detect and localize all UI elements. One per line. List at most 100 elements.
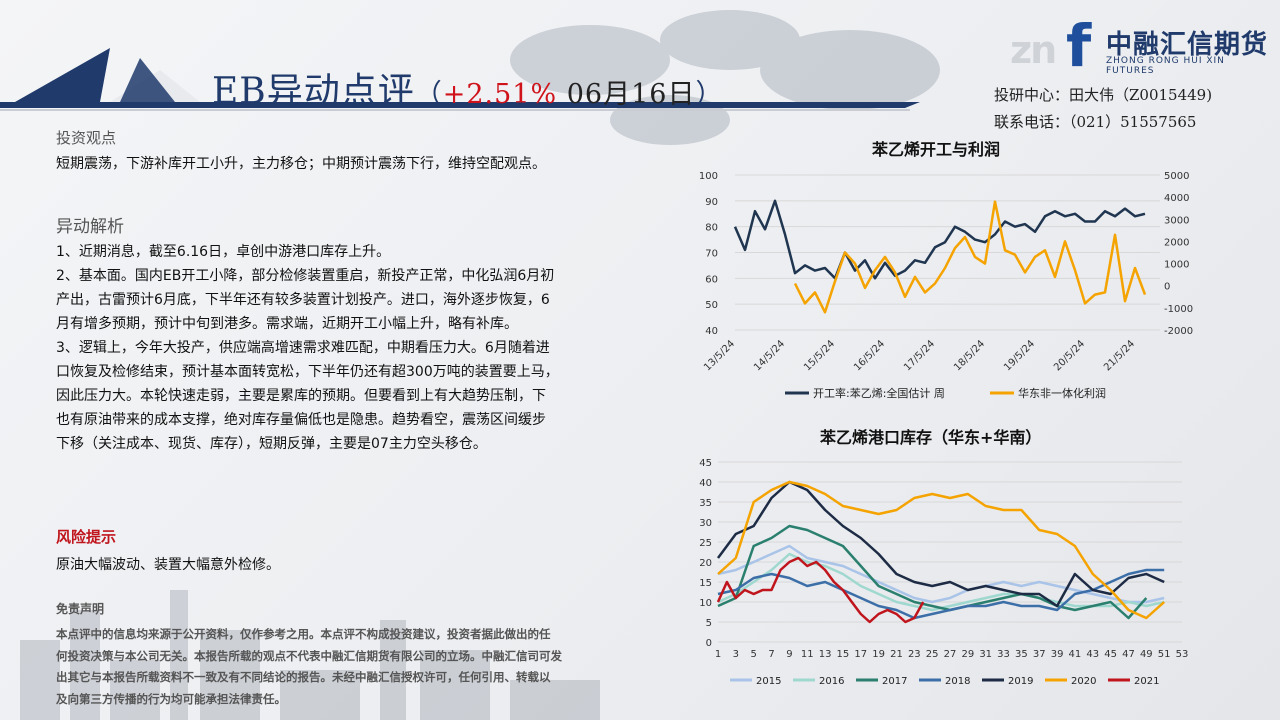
x-tick-label: 19	[872, 649, 885, 660]
y-tick-label: 5	[706, 618, 712, 629]
y-left-tick-label: 50	[705, 300, 718, 311]
legend-label: 2020	[1071, 676, 1096, 687]
y-tick-label: 40	[699, 478, 712, 489]
title-date: 06月16日	[557, 79, 696, 110]
disclaimer-line: 何投资决策与本公司无关。本报告所载的观点不代表中融汇信期货有限公司的立场。中融汇…	[56, 648, 562, 663]
legend-label: 2016	[819, 676, 844, 687]
x-tick-label: 15/5/24	[802, 338, 837, 373]
y-right-tick-label: 3000	[1164, 215, 1189, 226]
x-tick-label: 49	[1140, 649, 1153, 660]
x-tick-label: 23	[908, 649, 921, 660]
chart-operating-rate-profit: 40 50 60 70 80 90 100 -2000 -1000 0 1000 2000 3000 40…	[699, 171, 1193, 400]
logo-mark: zn	[1010, 28, 1057, 72]
contact-phone: 联系电话：（021）51557565	[994, 113, 1197, 131]
y-left-tick-label: 70	[705, 249, 718, 260]
x-tick-label: 16/5/24	[852, 338, 887, 373]
risk-heading: 风险提示	[56, 528, 117, 546]
analysis-line: 2、基本面。国内EB开工小降，部分检修装置重启，新投产正常，中化弘润6月初	[56, 268, 555, 284]
disclaimer-line: 及向第三方传播的行为均可能承担法律责任。	[56, 691, 286, 706]
series-line-2	[793, 200, 1147, 314]
x-tick-label: 21/5/24	[1102, 338, 1137, 373]
x-tick-label: 29	[961, 649, 974, 660]
x-tick-label: 51	[1158, 649, 1171, 660]
y-tick-label: 15	[699, 578, 712, 589]
x-tick-label: 3	[733, 649, 739, 660]
series-line-1	[733, 199, 1146, 280]
analysis-line: 产出，古雷预计6月底，下半年还有较多装置计划投产。进口，海外逐步恢复，6	[56, 292, 550, 308]
x-tick-label: 13	[819, 649, 832, 660]
y-right-tick-label: 5000	[1164, 171, 1189, 182]
title-paren-open: （	[414, 79, 443, 110]
x-tick-label: 47	[1122, 649, 1135, 660]
y-tick-label: 20	[699, 558, 712, 569]
x-tick-label: 41	[1069, 649, 1082, 660]
y-tick-label: 45	[699, 458, 712, 469]
series-line-2020	[717, 480, 1166, 620]
legend-label: 2017	[882, 676, 907, 687]
x-tick-label: 25	[926, 649, 939, 660]
series-line-2018	[717, 568, 1165, 620]
y-tick-label: 10	[699, 598, 712, 609]
y-right-tick-label: 4000	[1164, 193, 1189, 204]
x-tick-label: 43	[1086, 649, 1099, 660]
analysis-line: 也有原油带来的成本支撑，绝对库存量偏低也是隐患。趋势看空，震荡区间缓步	[56, 412, 546, 428]
x-tick-label: 11	[801, 649, 814, 660]
y-tick-label: 25	[699, 538, 712, 549]
analysis-line: 口恢复及检修结束，预计基本面转宽松，下半年仍还有超300万吨的装置要上马，	[56, 364, 559, 380]
legend-label: 开工率:苯乙烯:全国估计 周	[813, 386, 945, 400]
disclaimer-line: 本点评中的信息均来源于公开资料，仅作参考之用。本点评不构成投资建议，投资者据此做…	[56, 627, 551, 641]
x-tick-label: 14/5/24	[752, 338, 787, 373]
y-right-tick-label: -2000	[1164, 326, 1193, 337]
analysis-line: 月有增多预期，预计中旬到港多。需求端，近期开工小幅上升，略有补库。	[56, 316, 518, 332]
x-tick-label: 53	[1176, 649, 1189, 660]
x-tick-label: 39	[1051, 649, 1064, 660]
series-line-2017	[717, 524, 1148, 620]
x-tick-label: 7	[768, 649, 774, 660]
y-right-tick-label: 1000	[1164, 260, 1189, 271]
chart2-title: 苯乙烯港口库存（华东+华南）	[820, 428, 1042, 447]
view-heading: 投资观点	[56, 129, 117, 147]
x-tick-label: 18/5/24	[952, 338, 987, 373]
contact-researcher: 投研中心：田大伟（Z0015449)	[994, 86, 1213, 104]
x-tick-label: 21	[890, 649, 903, 660]
title-change: +2.51%	[442, 79, 558, 110]
x-tick-label: 31	[979, 649, 992, 660]
disclaimer-heading: 免责声明	[56, 602, 105, 616]
x-tick-label: 17	[854, 649, 867, 660]
x-tick-label: 13/5/24	[702, 338, 737, 373]
y-left-tick-label: 40	[705, 326, 718, 337]
logo-f: f	[1066, 12, 1092, 80]
x-tick-label: 9	[786, 649, 792, 660]
y-left-tick-label: 90	[705, 197, 718, 208]
analysis-heading: 异动解析	[56, 217, 124, 237]
title-main: EB异动点评	[212, 71, 415, 112]
disclaimer-line: 出其它与本报告所载资料不一致及有不同结论的报告。未经中融汇信授权许可，任何引用、…	[56, 670, 551, 684]
x-tick-label: 5	[751, 649, 757, 660]
x-tick-label: 17/5/24	[902, 338, 937, 373]
x-tick-label: 19/5/24	[1002, 338, 1037, 373]
analysis-line: 下移（关注成本、现货、库存），短期反弹，主要是07主力空头移仓。	[56, 436, 487, 452]
view-text: 短期震荡，下游补库开工小升，主力移仓；中期预计震荡下行，维持空配观点。	[56, 156, 546, 172]
analysis-line: 因此压力大。本轮快速走弱，主要是累库的预期。但要看到上有大趋势压制，下	[56, 388, 546, 404]
header: EB异动点评（+2.51% 06月16日） zn f 中融汇信期货 ZHONG …	[0, 0, 1280, 131]
analysis-body: 1、近期消息，截至6.16日，卓创中游港口库存上升。 2、基本面。国内EB开工小…	[56, 240, 626, 456]
y-right-tick-label: 2000	[1164, 237, 1189, 248]
x-tick-label: 1	[715, 649, 721, 660]
legend-label: 2015	[756, 676, 781, 687]
y-tick-label: 0	[706, 638, 712, 649]
x-tick-label: 15	[837, 649, 850, 660]
logo-chinese-name: 中融汇信期货	[1106, 30, 1269, 60]
analysis-line: 1、近期消息，截至6.16日，卓创中游港口库存上升。	[56, 244, 391, 260]
company-logo: zn f 中融汇信期货 ZHONG RONG HUI XIN FUTURES	[1010, 10, 1270, 80]
chart1-title: 苯乙烯开工与利润	[872, 140, 1001, 159]
y-tick-label: 30	[699, 518, 712, 529]
analysis-line: 3、逻辑上，今年大投产，供应端高增速需求难匹配，中期看压力大。6月随着进	[56, 340, 550, 356]
legend-label: 2018	[945, 676, 970, 687]
x-tick-label: 37	[1033, 649, 1046, 660]
x-tick-label: 20/5/24	[1052, 338, 1087, 373]
logo-english-name: ZHONG RONG HUI XIN FUTURES	[1106, 56, 1225, 76]
risk-text: 原油大幅波动、装置大幅意外检修。	[56, 557, 280, 573]
title-paren-close: ）	[695, 79, 724, 110]
x-tick-label: 35	[1015, 649, 1028, 660]
